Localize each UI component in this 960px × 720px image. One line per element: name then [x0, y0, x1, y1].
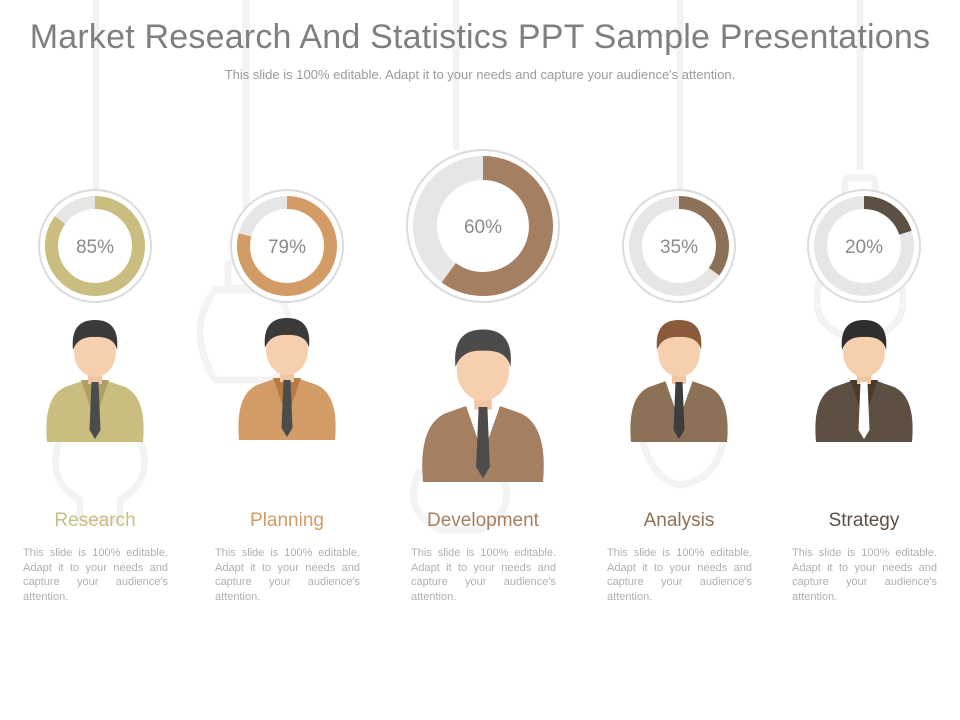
donut-value-label: 20% [845, 237, 883, 258]
donut-planning: 79% [230, 189, 344, 303]
category-label-planning: Planning [250, 510, 324, 531]
category-description: This slide is 100% editable. Adapt it to… [23, 547, 168, 603]
category-description: This slide is 100% editable. Adapt it to… [215, 547, 360, 603]
businessman-icon [238, 318, 336, 440]
donut-value-arc [237, 196, 337, 296]
page-title: Market Research And Statistics PPT Sampl… [29, 18, 931, 56]
businessman-icon [46, 320, 144, 442]
businessman-icon [630, 320, 728, 442]
donut-analysis: 35% [622, 189, 736, 303]
donut-value-label: 79% [268, 237, 306, 258]
category-description: This slide is 100% editable. Adapt it to… [792, 547, 937, 603]
donut-strategy: 20% [807, 189, 921, 303]
category-label-development: Development [427, 510, 539, 531]
page-subtitle: This slide is 100% editable. Adapt it to… [224, 67, 736, 82]
donut-value-label: 60% [464, 217, 502, 238]
category-label-strategy: Strategy [828, 510, 900, 531]
businessman-icon [422, 329, 544, 482]
donut-development: 60% [406, 149, 560, 303]
donut-value-label: 35% [660, 237, 698, 258]
category-label-analysis: Analysis [643, 510, 715, 531]
donut-value-label: 85% [76, 237, 114, 258]
donut-research: 85% [38, 189, 152, 303]
donut-value-arc [629, 196, 729, 296]
category-description: This slide is 100% editable. Adapt it to… [411, 547, 556, 603]
businessman-icon [815, 320, 913, 442]
donut-value-arc [814, 196, 914, 296]
category-label-research: Research [54, 510, 136, 531]
donut-value-arc [45, 196, 145, 296]
category-description: This slide is 100% editable. Adapt it to… [607, 547, 752, 603]
donut-value-arc [413, 156, 553, 296]
